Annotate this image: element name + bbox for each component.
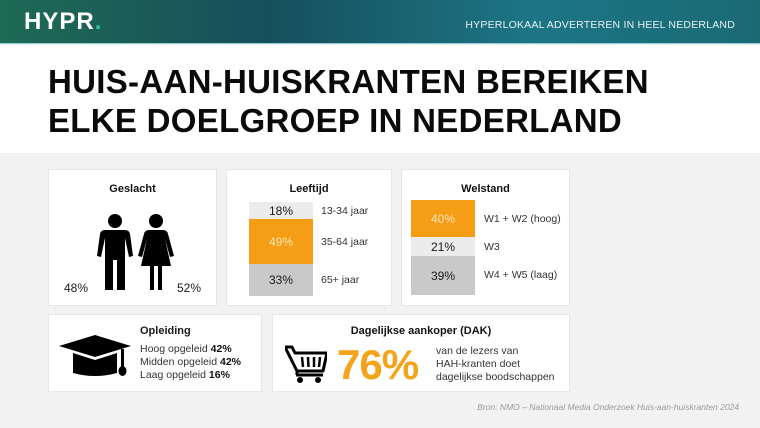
education-card: Opleiding Hoog opgeleid 42% Midden opgel… [48,314,262,392]
title-line-2: ELKE DOELGROEP IN NEDERLAND [48,102,623,139]
age-label-35-64: 35-64 jaar [321,236,369,248]
education-line-high: Hoog opgeleid 42% [140,343,232,355]
age-segment-13-34: 18% [249,202,313,219]
dak-title: Dagelijkse aankoper (DAK) [350,325,492,337]
age-card: Leeftijd 18% 49% 33% 13-34 jaar 35-64 ja… [226,169,392,306]
shopping-cart-icon [285,345,327,383]
wealth-segment-high: 40% [411,200,475,237]
education-line-mid: Midden opgeleid 42% [140,356,241,368]
age-segment-65plus: 33% [249,264,313,296]
wealth-title: Welstand [461,183,510,195]
age-segment-35-64: 49% [249,219,313,264]
male-icon [97,214,133,290]
education-line-low: Laag opgeleid 16% [140,369,230,381]
title-line-1: HUIS-AAN-HUISKRANTEN BEREIKEN [48,63,649,100]
dak-card: Dagelijkse aankoper (DAK) 76% van de lez… [272,314,570,392]
female-percentage: 52% [177,281,202,295]
wealth-segment-mid: 21% [411,237,475,256]
gender-card: Geslacht 48% 52% [48,169,217,306]
graduation-cap-icon [59,335,131,376]
age-title: Leeftijd [289,183,329,195]
page-title: HUIS-AAN-HUISKRANTEN BEREIKEN ELKE DOELG… [48,62,649,140]
wealth-label-mid: W3 [484,241,500,253]
dak-description: van de lezers van HAH-kranten doet dagel… [436,345,555,383]
education-title: Opleiding [140,325,191,337]
source-note: Bron: NMO – Nationaal Media Onderzoek Hu… [477,402,739,412]
tagline: HYPERLOKAAL ADVERTEREN IN HEEL NEDERLAND [465,19,735,31]
gender-title: Geslacht [109,183,156,195]
wealth-label-high: W1 + W2 (hoog) [484,213,561,225]
age-label-65plus: 65+ jaar [321,274,360,286]
title-band: HUIS-AAN-HUISKRANTEN BEREIKEN ELKE DOELG… [0,45,760,153]
male-percentage: 48% [64,281,89,295]
hypr-logo: HYPR. [24,8,103,35]
age-label-13-34: 13-34 jaar [321,205,369,217]
wealth-card: Welstand 40% 21% 39% W1 + W2 (hoog) W3 W… [401,169,570,306]
header-banner: HYPR. HYPERLOKAAL ADVERTEREN IN HEEL NED… [0,0,760,44]
dak-percentage: 76% [337,341,419,388]
wealth-label-low: W4 + W5 (laag) [484,269,558,281]
female-icon [138,214,174,290]
wealth-segment-low: 39% [411,256,475,295]
